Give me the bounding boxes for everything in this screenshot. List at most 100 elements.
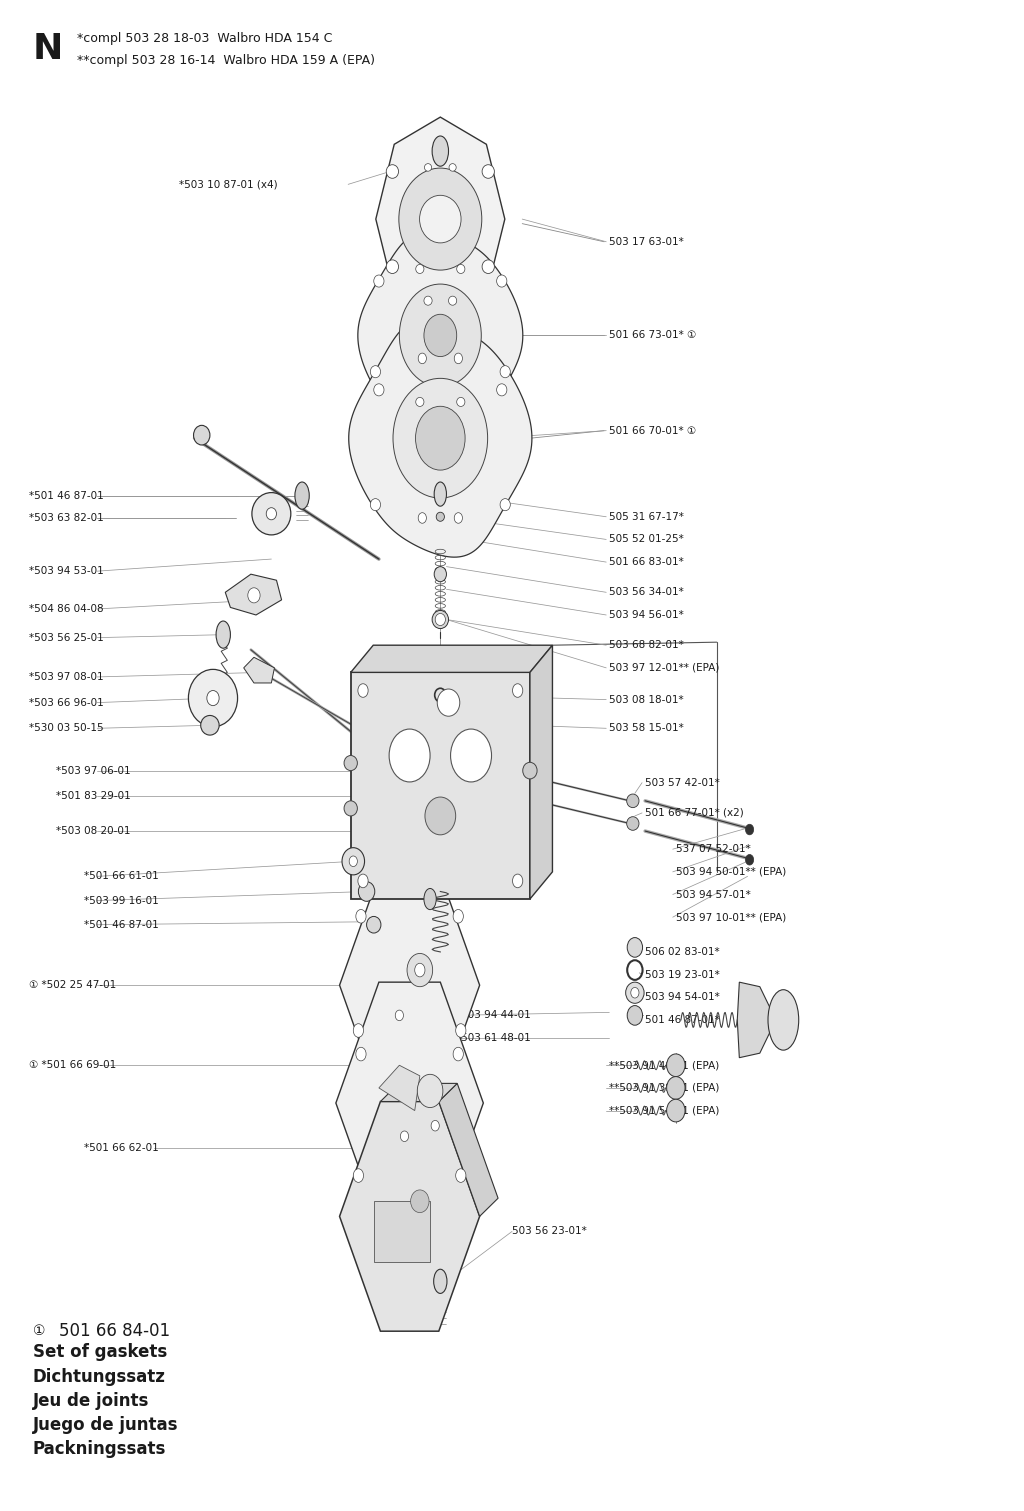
Ellipse shape	[432, 136, 449, 166]
Ellipse shape	[371, 499, 381, 511]
Ellipse shape	[431, 1121, 439, 1130]
Ellipse shape	[344, 801, 357, 816]
Ellipse shape	[453, 910, 464, 923]
Text: **503 91 54-01 (EPA): **503 91 54-01 (EPA)	[609, 1106, 720, 1115]
Ellipse shape	[358, 882, 375, 901]
Ellipse shape	[434, 1269, 447, 1293]
Text: *503 94 53-01: *503 94 53-01	[29, 567, 103, 576]
Ellipse shape	[342, 848, 365, 875]
Polygon shape	[381, 1083, 457, 1102]
Ellipse shape	[418, 512, 426, 523]
Text: Dichtungssatz: Dichtungssatz	[33, 1367, 166, 1386]
Ellipse shape	[389, 730, 430, 783]
Ellipse shape	[482, 165, 495, 178]
Ellipse shape	[266, 508, 276, 520]
Ellipse shape	[435, 613, 445, 626]
Ellipse shape	[353, 1024, 364, 1037]
Text: *503 10 87-01 (x4): *503 10 87-01 (x4)	[179, 180, 278, 189]
Ellipse shape	[497, 384, 507, 396]
Text: 501 66 70-01* ①: 501 66 70-01* ①	[609, 426, 696, 435]
Text: ①: ①	[33, 1324, 45, 1339]
Bar	[374, 1201, 430, 1262]
Text: Set of gaskets: Set of gaskets	[33, 1343, 167, 1361]
Text: 503 56 23-01*: 503 56 23-01*	[512, 1227, 587, 1236]
Ellipse shape	[411, 1191, 429, 1212]
Ellipse shape	[194, 426, 210, 446]
Ellipse shape	[418, 354, 426, 364]
Text: 505 31 67-17*: 505 31 67-17*	[609, 512, 684, 521]
Ellipse shape	[432, 742, 449, 748]
Ellipse shape	[400, 1130, 409, 1142]
Ellipse shape	[295, 482, 309, 509]
Text: 503 97 12-01** (EPA): 503 97 12-01** (EPA)	[609, 663, 720, 672]
Polygon shape	[340, 870, 479, 1100]
Ellipse shape	[358, 683, 369, 698]
Polygon shape	[438, 1083, 498, 1216]
Text: *503 97 06-01: *503 97 06-01	[56, 766, 131, 775]
Ellipse shape	[393, 378, 487, 499]
Ellipse shape	[432, 719, 449, 725]
Text: *504 86 04-08: *504 86 04-08	[29, 604, 103, 613]
Text: *503 08 20-01: *503 08 20-01	[56, 827, 131, 836]
Ellipse shape	[627, 795, 639, 807]
Text: *503 99 16-01: *503 99 16-01	[84, 896, 159, 905]
Text: 503 08 18-01*: 503 08 18-01*	[609, 695, 684, 704]
Ellipse shape	[371, 366, 381, 378]
Text: **503 91 40-01 (EPA): **503 91 40-01 (EPA)	[609, 1061, 720, 1070]
Text: *compl 503 28 18-03  Walbro HDA 154 C: *compl 503 28 18-03 Walbro HDA 154 C	[77, 32, 332, 45]
Polygon shape	[350, 645, 553, 672]
Ellipse shape	[500, 499, 510, 511]
Ellipse shape	[667, 1076, 685, 1100]
Text: 503 68 82-01*: 503 68 82-01*	[609, 641, 684, 650]
Ellipse shape	[432, 734, 449, 740]
Bar	[350, 672, 530, 899]
Ellipse shape	[436, 512, 444, 521]
Text: *503 66 96-01: *503 66 96-01	[29, 698, 103, 707]
Ellipse shape	[451, 730, 492, 783]
Ellipse shape	[216, 621, 230, 648]
Ellipse shape	[201, 715, 219, 736]
Polygon shape	[530, 645, 553, 899]
Text: N: N	[33, 32, 63, 66]
Ellipse shape	[627, 1006, 643, 1024]
Ellipse shape	[627, 937, 643, 958]
Ellipse shape	[482, 260, 495, 273]
Ellipse shape	[768, 990, 799, 1050]
Text: *501 66 61-01: *501 66 61-01	[84, 872, 159, 881]
Ellipse shape	[374, 384, 384, 396]
Text: 537 07 52-01*: 537 07 52-01*	[676, 845, 751, 854]
Text: 501 66 73-01* ①: 501 66 73-01* ①	[609, 331, 696, 340]
Ellipse shape	[252, 493, 291, 535]
Ellipse shape	[626, 982, 644, 1003]
Text: 503 19 23-01*: 503 19 23-01*	[645, 970, 720, 979]
Ellipse shape	[456, 1024, 466, 1037]
Ellipse shape	[667, 1100, 685, 1121]
Ellipse shape	[424, 314, 457, 357]
Text: 501 66 83-01*: 501 66 83-01*	[609, 558, 684, 567]
Text: ① *502 25 47-01: ① *502 25 47-01	[29, 981, 116, 990]
Ellipse shape	[457, 264, 465, 273]
Ellipse shape	[416, 406, 465, 470]
Ellipse shape	[497, 275, 507, 287]
Text: *530 03 50-15: *530 03 50-15	[29, 724, 103, 733]
Ellipse shape	[522, 762, 537, 780]
Ellipse shape	[630, 964, 639, 976]
Ellipse shape	[415, 964, 425, 976]
Ellipse shape	[207, 691, 219, 706]
Text: Packningssats: Packningssats	[33, 1440, 166, 1458]
Text: **compl 503 28 16-14  Walbro HDA 159 A (EPA): **compl 503 28 16-14 Walbro HDA 159 A (E…	[77, 54, 375, 68]
Ellipse shape	[398, 168, 481, 270]
Ellipse shape	[399, 284, 481, 387]
Ellipse shape	[374, 275, 384, 287]
Text: 503 17 63-01*: 503 17 63-01*	[609, 237, 684, 246]
Ellipse shape	[424, 888, 436, 910]
Ellipse shape	[188, 669, 238, 727]
Ellipse shape	[434, 482, 446, 506]
Ellipse shape	[434, 567, 446, 582]
Text: 505 52 01-25*: 505 52 01-25*	[609, 535, 684, 544]
Text: 506 02 83-01*: 506 02 83-01*	[645, 947, 720, 956]
Ellipse shape	[356, 910, 367, 923]
Ellipse shape	[627, 816, 639, 831]
Text: 503 94 54-01*: 503 94 54-01*	[645, 993, 720, 1002]
Text: 503 97 10-01** (EPA): 503 97 10-01** (EPA)	[676, 913, 786, 922]
